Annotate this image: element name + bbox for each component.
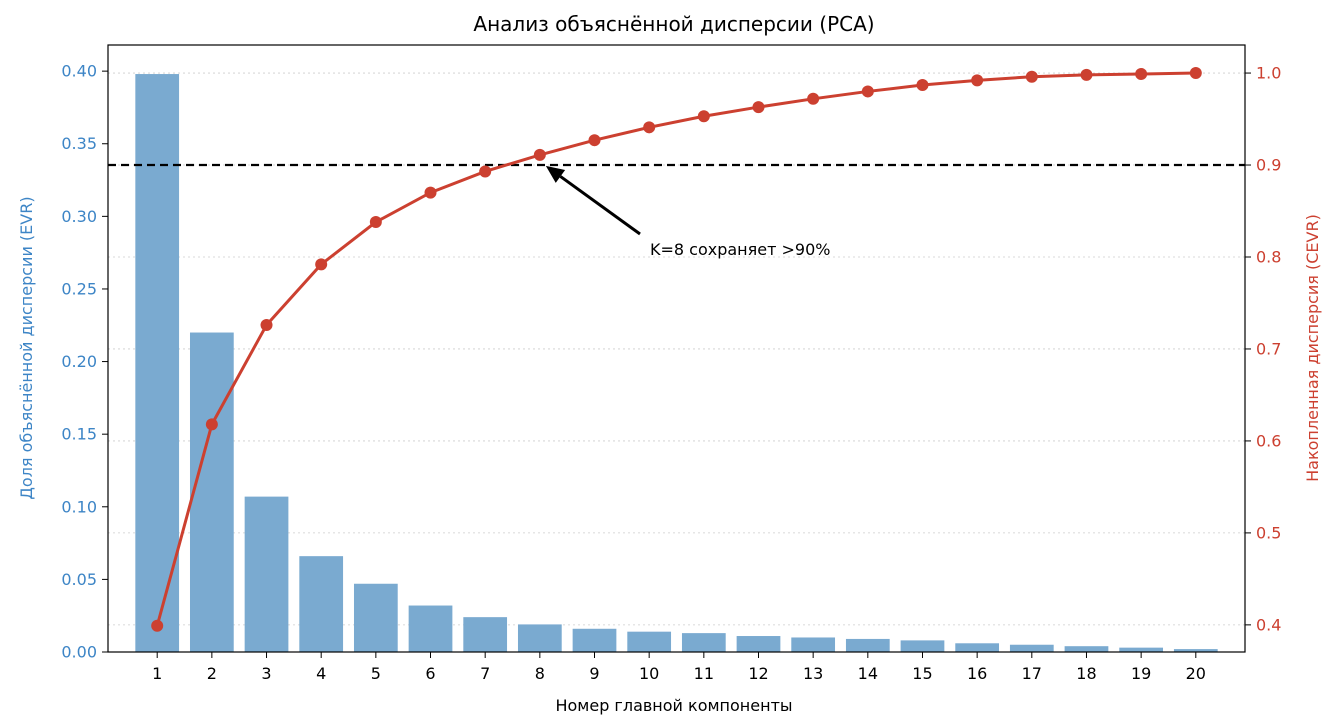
x-tick-label: 9 [589,664,599,683]
y-tick-label-left: 0.10 [61,497,97,516]
cevr-line [155,71,1196,627]
x-tick-label: 3 [261,664,271,683]
y-tick-label-right: 1.0 [1256,64,1281,83]
cevr-point [151,619,164,632]
x-tick-label: 6 [425,664,435,683]
evr-bar [244,496,289,652]
evr-bar [791,637,836,652]
evr-bar [681,633,726,652]
evr-bar [736,636,781,652]
x-tick-label: 19 [1131,664,1151,683]
x-tick-label: 18 [1076,664,1096,683]
cevr-point [971,74,984,87]
cevr-point [479,165,492,178]
y-tick-label-right: 0.5 [1256,523,1281,542]
cevr-point [424,186,437,199]
evr-bar [463,617,508,652]
evr-bar [900,640,945,652]
y-axis-label-left: Доля объяснённой дисперсии (EVR) [17,196,36,499]
cevr-point [588,134,601,147]
y-tick-label-left: 0.35 [61,134,97,153]
evr-bar [627,631,672,652]
y-tick-label-left: 0.25 [61,279,97,298]
evr-bar [955,643,1000,652]
x-tick-label: 15 [912,664,932,683]
x-tick-label: 4 [316,664,326,683]
x-tick-label: 16 [967,664,987,683]
evr-bar [1064,646,1109,652]
x-tick-label: 2 [207,664,217,683]
cevr-point [1080,68,1093,81]
evr-bar [1009,644,1054,652]
x-axis-label: Номер главной компоненты [555,696,792,715]
y-tick-label-left: 0.20 [61,352,97,371]
x-tick-label: 8 [535,664,545,683]
x-tick-label: 13 [803,664,823,683]
evr-bar [572,628,617,652]
x-tick-label: 20 [1186,664,1206,683]
annotation-arrow [559,175,641,236]
cevr-point [697,110,710,123]
evr-bar [1173,649,1218,652]
evr-bar [408,605,453,652]
x-tick-label: 1 [152,664,162,683]
cevr-point [861,85,874,98]
evr-bar [135,74,180,652]
annotation-arrowhead [545,165,566,183]
chart-title: Анализ объяснённой дисперсии (PCA) [473,12,874,36]
x-tick-label: 17 [1022,664,1042,683]
evr-bar [845,638,890,652]
y-tick-label-right: 0.8 [1256,247,1281,266]
cevr-point [369,216,382,229]
evr-bar [1119,647,1164,652]
y-tick-label-right: 0.4 [1256,615,1281,634]
cevr-point [807,92,820,105]
x-tick-label: 14 [858,664,878,683]
x-tick-label: 12 [748,664,768,683]
x-tick-label: 11 [694,664,714,683]
x-tick-label: 7 [480,664,490,683]
y-tick-label-right: 0.7 [1256,339,1281,358]
cevr-point [752,101,765,114]
x-tick-label: 5 [371,664,381,683]
evr-bar [299,556,344,652]
x-tick-label: 10 [639,664,659,683]
y-tick-label-left: 0.05 [61,570,97,589]
cevr-point [1135,67,1148,80]
cevr-point [1025,70,1038,83]
y-tick-label-left: 0.15 [61,425,97,444]
y-tick-label-right: 0.9 [1256,156,1281,175]
y-tick-label-left: 0.30 [61,207,97,226]
evr-bar [517,624,562,652]
cevr-point [916,79,929,92]
cevr-point [260,319,273,332]
cevr-point [643,121,656,134]
evr-bar [353,583,398,652]
y-tick-label-right: 0.6 [1256,431,1281,450]
annotation-text: K=8 сохраняет >90% [650,240,830,259]
y-tick-label-left: 0.00 [61,643,97,662]
cevr-point [1189,67,1202,80]
cevr-point [315,258,328,271]
cevr-point [205,418,218,431]
y-tick-label-left: 0.40 [61,62,97,81]
evr-bar [189,332,234,652]
y-axis-label-right: Накопленная дисперсия (CEVR) [1303,214,1322,482]
cevr-point [533,148,546,161]
